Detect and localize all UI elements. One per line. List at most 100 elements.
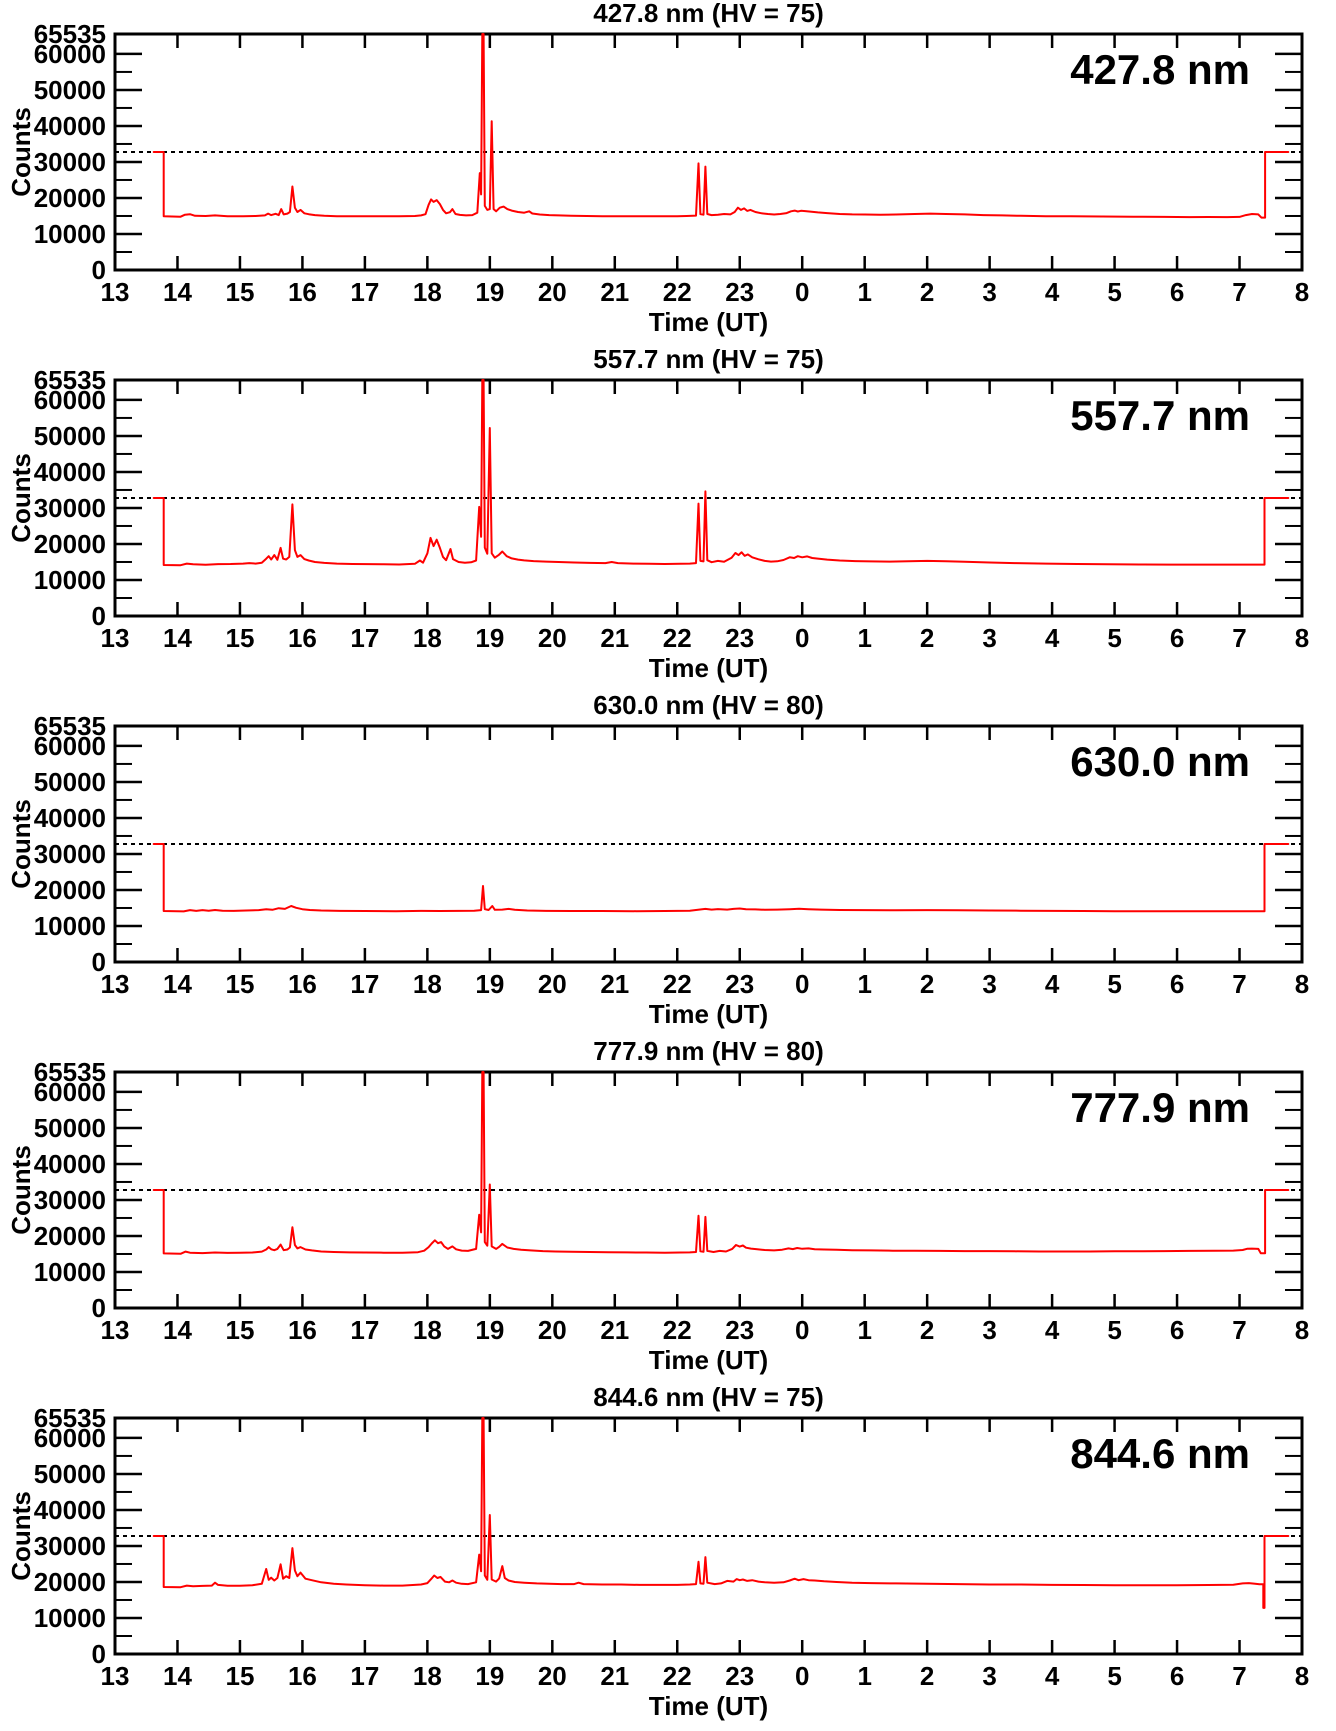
x-axis-label: Time (UT): [649, 653, 768, 683]
x-tick-label: 14: [163, 969, 192, 999]
x-tick-label: 19: [475, 277, 504, 307]
y-tick-label: 65535: [34, 1403, 106, 1433]
x-tick-label: 6: [1170, 969, 1184, 999]
x-tick-label: 2: [920, 623, 934, 653]
y-tick-label: 0: [92, 1639, 106, 1669]
y-tick-label: 0: [92, 947, 106, 977]
x-tick-label: 5: [1107, 969, 1121, 999]
plot-border: [113, 32, 1304, 272]
y-tick-label: 60000: [34, 1077, 106, 1107]
x-tick-label: 5: [1107, 277, 1121, 307]
data-line: [152, 379, 1290, 567]
x-tick-label: 22: [663, 1661, 692, 1691]
y-tick-label: 30000: [34, 493, 106, 523]
x-tick-label: 15: [225, 623, 254, 653]
y-tick-label: 65535: [34, 1057, 106, 1087]
x-tick-label: 20: [538, 623, 567, 653]
x-tick-label: 7: [1232, 969, 1246, 999]
x-tick-label: 7: [1232, 623, 1246, 653]
x-axis-label: Time (UT): [649, 1691, 768, 1721]
data-line: [152, 1071, 1290, 1255]
y-tick-label: 65535: [34, 19, 106, 49]
panel-title: 630.0 nm (HV = 80): [593, 692, 824, 720]
x-tick-label: 8: [1295, 1315, 1309, 1345]
x-tick-label: 1: [857, 277, 871, 307]
x-tick-label: 13: [101, 1315, 130, 1345]
plot-border: [113, 1416, 1304, 1656]
x-tick-label: 14: [163, 623, 192, 653]
x-tick-label: 21: [600, 1661, 629, 1691]
x-tick-label: 3: [982, 1315, 996, 1345]
y-tick-label: 40000: [34, 111, 106, 141]
x-tick-label: 17: [350, 1315, 379, 1345]
x-tick-label: 16: [288, 1315, 317, 1345]
chart-427-8-nm: 13 14 15 16 17 18 19 20 21 22 23 0 1 2 3 4 5 6 7 8010000200…: [6, 0, 1309, 337]
y-tick-label: 20000: [34, 1221, 106, 1251]
y-tick-label: 50000: [34, 1459, 106, 1489]
x-tick-label: 5: [1107, 1315, 1121, 1345]
x-tick-label: 1: [857, 1315, 871, 1345]
y-tick-label: 10000: [34, 1257, 106, 1287]
y-axis-label: Counts: [6, 453, 36, 543]
x-tick-label: 18: [413, 623, 442, 653]
x-tick-label: 1: [857, 623, 871, 653]
panel-427-8-nm: 13 14 15 16 17 18 19 20 21 22 23 0 1 2 3 4 5 6 7 8 0 10000 200…: [0, 0, 1336, 346]
y-tick-label: 40000: [34, 1149, 106, 1179]
plot-border: [113, 724, 1304, 964]
x-tick-label: 17: [350, 1661, 379, 1691]
x-tick-label: 4: [1045, 277, 1060, 307]
y-axis-label: Counts: [6, 1145, 36, 1235]
x-tick-label: 17: [350, 277, 379, 307]
x-tick-label: 14: [163, 1661, 192, 1691]
panel-844-6-nm: 13 14 15 16 17 18 19 20 21 22 23 0 1 2 3 4 5 6 7 8 0 10000 200…: [0, 1384, 1336, 1730]
x-tick-label: 6: [1170, 623, 1184, 653]
y-tick-label: 50000: [34, 75, 106, 105]
chart-777-9-nm: 13 14 15 16 17 18 19 20 21 22 23 0 1 2 3 4 5 6 7 8010000200…: [6, 1038, 1309, 1375]
x-tick-label: 3: [982, 623, 996, 653]
x-tick-label: 21: [600, 1315, 629, 1345]
wavelength-inset-label: 427.8 nm: [1070, 46, 1250, 93]
x-tick-label: 8: [1295, 969, 1309, 999]
wavelength-inset-label: 630.0 nm: [1070, 738, 1250, 785]
x-tick-label: 3: [982, 969, 996, 999]
y-tick-label: 65535: [34, 711, 106, 741]
x-tick-label: 1: [857, 969, 871, 999]
y-tick-label: 0: [92, 601, 106, 631]
x-tick-label: 18: [413, 969, 442, 999]
x-tick-label: 14: [163, 277, 192, 307]
x-tick-label: 20: [538, 1315, 567, 1345]
y-tick-label: 20000: [34, 529, 106, 559]
x-tick-label: 19: [475, 623, 504, 653]
chart-557-7-nm: 13 14 15 16 17 18 19 20 21 22 23 0 1 2 3 4 5 6 7 8010000200…: [6, 346, 1309, 683]
panel-557-7-nm: 13 14 15 16 17 18 19 20 21 22 23 0 1 2 3 4 5 6 7 8 0 10000 200…: [0, 346, 1336, 692]
y-tick-label: 10000: [34, 911, 106, 941]
x-tick-label: 23: [725, 969, 754, 999]
x-tick-label: 2: [920, 277, 934, 307]
wavelength-inset-label: 844.6 nm: [1070, 1430, 1250, 1477]
x-tick-label: 0: [795, 1315, 809, 1345]
y-tick-label: 40000: [34, 1495, 106, 1525]
x-tick-label: 0: [795, 277, 809, 307]
x-tick-label: 20: [538, 277, 567, 307]
x-tick-label: 0: [795, 623, 809, 653]
x-tick-label: 2: [920, 969, 934, 999]
x-tick-label: 0: [795, 1661, 809, 1691]
panel-title: 427.8 nm (HV = 75): [593, 0, 824, 28]
x-tick-label: 19: [475, 1315, 504, 1345]
y-tick-label: 50000: [34, 767, 106, 797]
x-tick-label: 0: [795, 969, 809, 999]
plot-border: [113, 1070, 1304, 1310]
chart-630-0-nm: 13 14 15 16 17 18 19 20 21 22 23 0 1 2 3 4 5 6 7 8010000200…: [6, 692, 1309, 1029]
y-tick-label: 60000: [34, 731, 106, 761]
x-tick-label: 8: [1295, 1661, 1309, 1691]
x-tick-label: 6: [1170, 1315, 1184, 1345]
x-tick-label: 7: [1232, 1661, 1246, 1691]
y-tick-label: 40000: [34, 803, 106, 833]
x-tick-label: 22: [663, 1315, 692, 1345]
wavelength-inset-label: 557.7 nm: [1070, 392, 1250, 439]
panel-title: 844.6 nm (HV = 75): [593, 1384, 824, 1412]
x-tick-label: 5: [1107, 623, 1121, 653]
x-tick-label: 13: [101, 277, 130, 307]
x-tick-label: 20: [538, 969, 567, 999]
y-tick-label: 40000: [34, 457, 106, 487]
